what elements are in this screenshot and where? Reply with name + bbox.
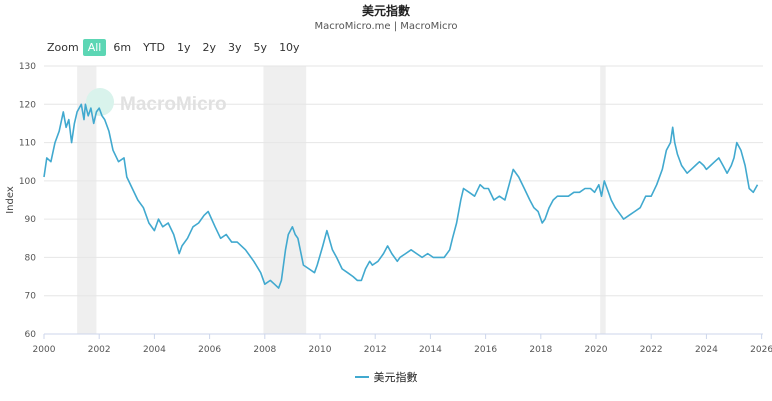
zoom-label: Zoom xyxy=(47,41,79,54)
x-tick-label-2012: 2012 xyxy=(364,345,387,355)
shaded-period-0 xyxy=(77,66,97,334)
x-tick-label-2022: 2022 xyxy=(640,345,663,355)
recession-shading-group xyxy=(77,66,606,334)
y-axis-label: Index xyxy=(5,186,16,214)
x-tick-label-2004: 2004 xyxy=(143,345,166,355)
x-tick-label-2000: 2000 xyxy=(33,345,56,355)
zoom-all-button[interactable]: All xyxy=(82,39,107,56)
shaded-period-2 xyxy=(600,66,606,334)
zoom-2y-button[interactable]: 2y xyxy=(202,41,217,54)
x-tick-label-2002: 2002 xyxy=(88,345,111,355)
series-line-0 xyxy=(43,103,759,289)
chart-subtitle: MacroMicro.me | MacroMicro xyxy=(314,21,458,32)
y-tick-label-90: 90 xyxy=(25,215,37,225)
watermark-logo-icon xyxy=(86,88,114,116)
x-tick-label-2014: 2014 xyxy=(419,345,442,355)
x-tick-label-2020: 2020 xyxy=(585,345,608,355)
zoom-ytd-button[interactable]: YTD xyxy=(143,41,165,54)
y-tick-label-120: 120 xyxy=(19,100,36,110)
zoom-bar: Zoom All 6m YTD 1y 2y 3y 5y 10y xyxy=(47,39,307,56)
x-tick-label-2026: 2026 xyxy=(750,345,772,355)
y-tick-label-130: 130 xyxy=(19,62,36,72)
axes: 60 70 80 90 100 110 120 130 2000 2002 2004 2006 2008… xyxy=(19,62,772,355)
x-tick-label-2010: 2010 xyxy=(309,345,332,355)
y-tick-label-70: 70 xyxy=(25,292,37,302)
zoom-10y-button[interactable]: 10y xyxy=(279,41,300,54)
watermark-text: MacroMicro xyxy=(120,94,227,115)
legend-swatch xyxy=(354,376,369,378)
legend-label: 美元指數 xyxy=(373,371,418,384)
zoom-5y-button[interactable]: 5y xyxy=(253,41,268,54)
zoom-1y-button[interactable]: 1y xyxy=(177,41,191,54)
y-tick-label-110: 110 xyxy=(19,139,36,149)
y-tick-label-80: 80 xyxy=(25,253,37,263)
x-tick-label-2018: 2018 xyxy=(529,345,552,355)
series-lines xyxy=(43,103,759,289)
zoom-3y-button[interactable]: 3y xyxy=(228,41,242,54)
x-tick-label-2006: 2006 xyxy=(198,345,221,355)
x-tick-label-2016: 2016 xyxy=(474,345,497,355)
y-tick-label-100: 100 xyxy=(19,177,36,187)
zoom-6m-button[interactable]: 6m xyxy=(113,41,132,54)
chart-title: 美元指數 xyxy=(361,4,410,18)
y-tick-label-60: 60 xyxy=(25,330,37,340)
watermark: MacroMicro xyxy=(86,88,227,116)
shaded-period-1 xyxy=(263,66,307,334)
x-tick-label-2024: 2024 xyxy=(695,345,718,355)
legend[interactable]: 美元指數 xyxy=(0,369,772,385)
x-tick-label-2008: 2008 xyxy=(253,345,276,355)
